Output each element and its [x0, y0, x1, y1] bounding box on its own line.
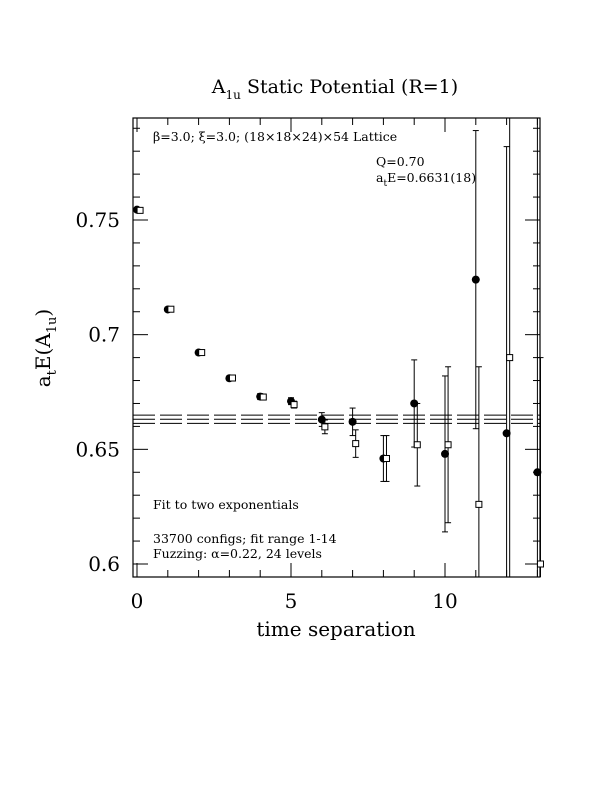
chart-title-subscript: 1u: [226, 88, 242, 102]
data-point-square: [475, 500, 483, 508]
plot-frame: [132, 117, 541, 578]
fit-type-annotation: Fit to two exponentials: [153, 497, 299, 512]
data-point-circle: [441, 449, 449, 458]
data-point-square: [136, 206, 144, 214]
data-point-circle: [502, 429, 511, 438]
axis-ticks: [133, 118, 540, 577]
y-tick-label: 0.7: [88, 323, 120, 347]
y-tick-label: 0.6: [88, 552, 120, 576]
q-value-annotation: Q=0.70: [376, 154, 425, 169]
y-axis-label: atE(A1u): [31, 309, 60, 388]
fit-band: [133, 414, 540, 424]
data-points: [133, 205, 544, 568]
data-point-square: [259, 393, 267, 401]
data-point-circle: [471, 275, 480, 284]
data-point-circle: [533, 468, 542, 477]
data-point-square: [352, 440, 360, 448]
x-axis-label: time separation: [256, 617, 415, 641]
data-point-square: [321, 423, 329, 431]
data-point-circle: [317, 415, 326, 424]
x-tick-label: 5: [285, 589, 298, 613]
y-tick-label: 0.65: [75, 437, 120, 461]
x-tick-label: 10: [432, 589, 457, 613]
y-tick-label: 0.75: [75, 208, 120, 232]
x-tick-labels: 0 5 10: [131, 589, 458, 613]
data-point-square: [228, 374, 236, 382]
chart-title: A1u Static Potential (R=1): [211, 76, 458, 102]
fuzzing-annotation: Fuzzing: α=0.22, 24 levels: [153, 546, 322, 561]
data-point-square: [536, 560, 544, 568]
data-point-square: [413, 441, 421, 449]
energy-annotation: atE=0.6631(18): [376, 170, 476, 189]
data-point-square: [290, 401, 298, 409]
x-tick-label: 0: [131, 589, 144, 613]
data-point-square: [167, 305, 175, 313]
data-point-circle: [410, 399, 419, 408]
data-point-square: [198, 349, 206, 357]
lattice-annotation: β=3.0; ξ=3.0; (18×18×24)×54 Lattice: [153, 129, 397, 144]
data-point-circle: [348, 417, 357, 426]
data-point-square: [506, 354, 514, 362]
data-point-square: [382, 455, 390, 463]
data-point-square: [444, 441, 452, 449]
configs-annotation: 33700 configs; fit range 1-14: [153, 531, 337, 546]
error-bars: [134, 118, 544, 577]
y-tick-labels: 0.6 0.65 0.7 0.75: [75, 208, 120, 576]
